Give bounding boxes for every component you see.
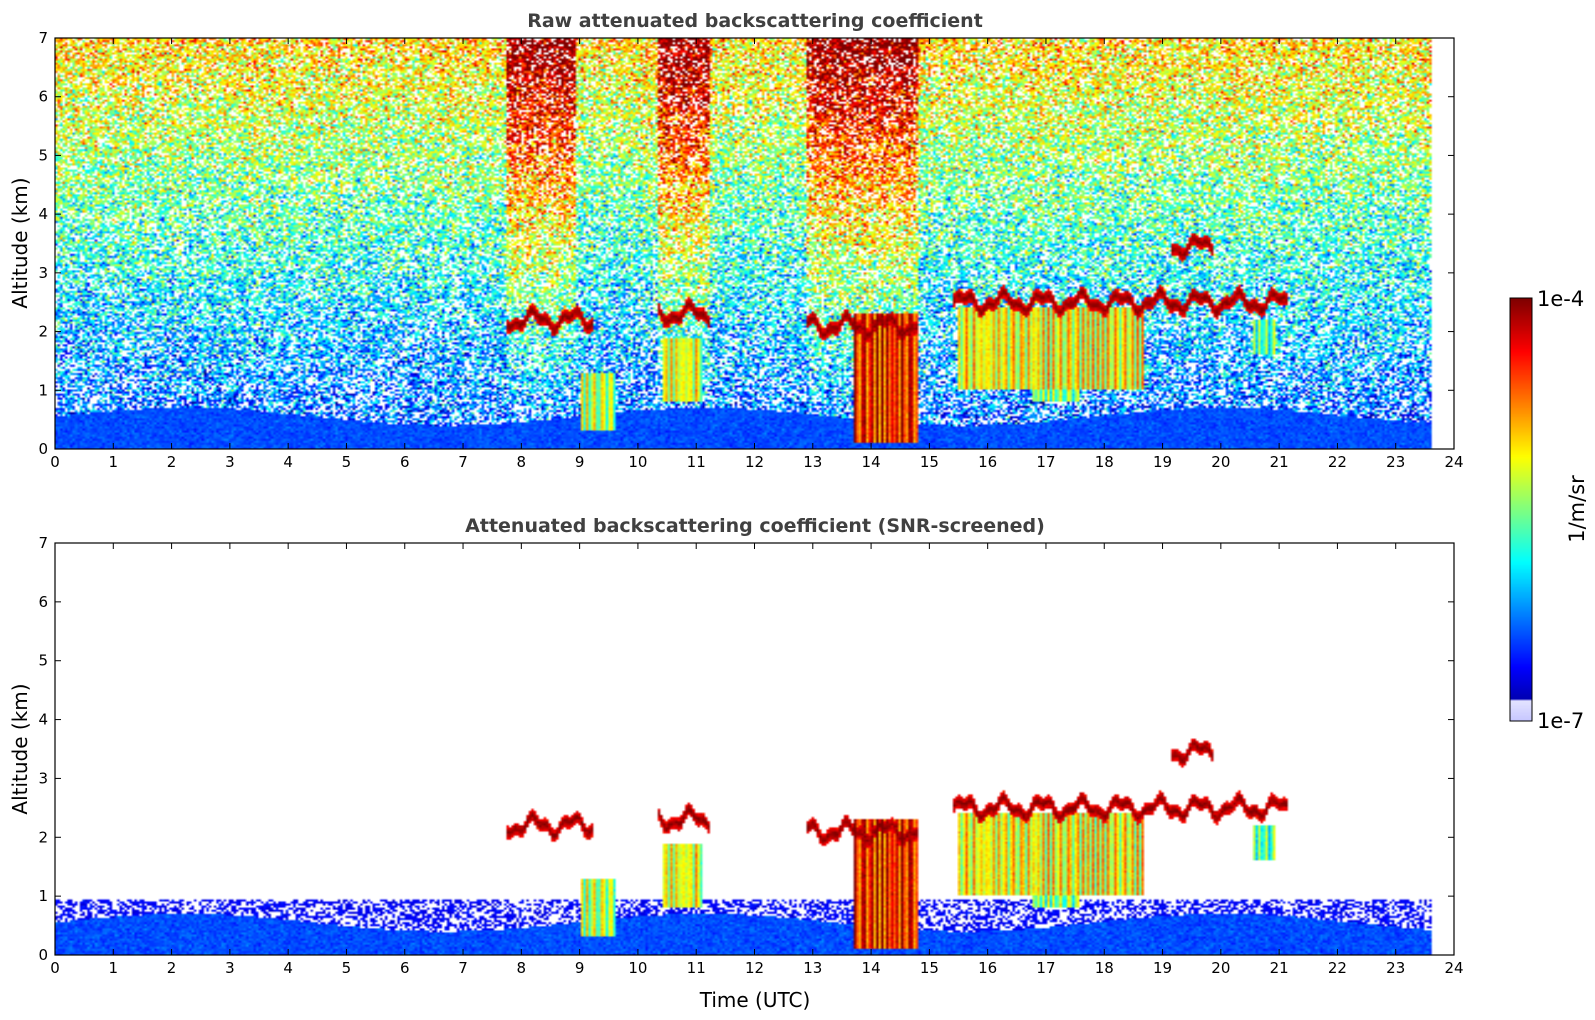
x-tick-label: 6 <box>400 959 410 977</box>
x-tick-label: 20 <box>1211 453 1230 471</box>
y-tick-label: 6 <box>38 88 48 106</box>
x-tick-label: 4 <box>283 453 293 471</box>
x-tick-label: 13 <box>803 959 822 977</box>
x-tick-label: 7 <box>458 959 468 977</box>
x-tick-label: 2 <box>167 453 177 471</box>
x-tick-label: 21 <box>1270 453 1289 471</box>
x-tick-label: 11 <box>687 453 706 471</box>
x-tick-label: 9 <box>575 453 585 471</box>
x-tick-label: 5 <box>342 453 352 471</box>
x-tick-label: 17 <box>1036 453 1055 471</box>
x-tick-label: 23 <box>1386 959 1405 977</box>
x-tick-label: 22 <box>1328 453 1347 471</box>
colorbar-min-label: 1e-7 <box>1537 709 1584 733</box>
y-tick-label: 1 <box>38 381 48 399</box>
x-tick-label: 20 <box>1211 959 1230 977</box>
chart-title: Attenuated backscattering coefficient (S… <box>465 515 1045 537</box>
x-tick-label: 8 <box>517 453 527 471</box>
colorbar: 1e-4 1e-7 1/m/sr <box>1509 287 1589 733</box>
y-tick-label: 1 <box>38 887 48 905</box>
colorbar-gradient <box>1510 298 1532 721</box>
y-tick-label: 5 <box>38 652 48 670</box>
y-tick-label: 3 <box>38 769 48 787</box>
x-tick-label: 18 <box>1095 959 1114 977</box>
x-tick-label: 15 <box>920 453 939 471</box>
x-tick-label: 3 <box>225 959 235 977</box>
colorbar-max-label: 1e-4 <box>1537 287 1584 311</box>
x-tick-label: 10 <box>628 453 647 471</box>
x-tick-label: 1 <box>109 959 119 977</box>
y-tick-label: 0 <box>38 946 48 964</box>
x-tick-label: 8 <box>517 959 527 977</box>
x-tick-label: 16 <box>978 453 997 471</box>
x-tick-label: 18 <box>1095 453 1114 471</box>
x-tick-label: 23 <box>1386 453 1405 471</box>
x-tick-label: 0 <box>50 959 60 977</box>
x-tick-label: 21 <box>1270 959 1289 977</box>
y-tick-label: 4 <box>38 711 48 729</box>
x-tick-label: 0 <box>50 453 60 471</box>
x-tick-label: 19 <box>1153 959 1172 977</box>
x-tick-label: 6 <box>400 453 410 471</box>
x-tick-label: 22 <box>1328 959 1347 977</box>
x-tick-label: 14 <box>862 453 881 471</box>
x-tick-label: 14 <box>862 959 881 977</box>
x-tick-label: 13 <box>803 453 822 471</box>
x-axis-label: Time (UTC) <box>699 988 811 1012</box>
x-tick-label: 3 <box>225 453 235 471</box>
chart-title: Raw attenuated backscattering coefficien… <box>527 10 983 32</box>
y-tick-label: 5 <box>38 146 48 164</box>
y-tick-label: 6 <box>38 593 48 611</box>
y-tick-label: 7 <box>38 534 48 552</box>
chart-bottom: Attenuated backscattering coefficient (S… <box>8 515 1464 1012</box>
colorbar-unit-label: 1/m/sr <box>1565 475 1589 543</box>
x-axis: 0 1 2 3 4 5 6 7 8 9 10 11 12 13 14 15 16 17 18 19 20 21 22 23 24 <box>50 543 1464 977</box>
x-tick-label: 17 <box>1036 959 1055 977</box>
x-tick-label: 1 <box>109 453 119 471</box>
x-tick-label: 19 <box>1153 453 1172 471</box>
x-tick-label: 2 <box>167 959 177 977</box>
x-tick-label: 12 <box>745 959 764 977</box>
x-tick-label: 9 <box>575 959 585 977</box>
y-tick-label: 0 <box>38 440 48 458</box>
x-tick-label: 10 <box>628 959 647 977</box>
x-tick-label: 12 <box>745 453 764 471</box>
x-tick-label: 11 <box>687 959 706 977</box>
y-axis-label: Altitude (km) <box>8 177 32 308</box>
x-tick-label: 24 <box>1444 959 1463 977</box>
y-tick-label: 2 <box>38 828 48 846</box>
y-tick-label: 2 <box>38 323 48 341</box>
y-tick-label: 4 <box>38 205 48 223</box>
x-tick-label: 24 <box>1444 453 1463 471</box>
x-tick-label: 4 <box>283 959 293 977</box>
x-tick-label: 5 <box>342 959 352 977</box>
y-tick-label: 3 <box>38 264 48 282</box>
y-axis: 0 1 2 3 4 5 6 7 <box>38 29 1454 458</box>
x-tick-label: 15 <box>920 959 939 977</box>
y-axis: 0 1 2 3 4 5 6 7 <box>38 534 1454 964</box>
chart-top: Raw attenuated backscattering coefficien… <box>8 10 1464 471</box>
x-axis: 0 1 2 3 4 5 6 7 8 9 10 11 12 13 14 15 16 17 18 19 20 21 22 23 24 <box>50 38 1464 471</box>
y-tick-label: 7 <box>38 29 48 47</box>
x-tick-label: 16 <box>978 959 997 977</box>
backscatter-heatmap-raw <box>55 38 1444 449</box>
y-axis-label: Altitude (km) <box>8 683 32 814</box>
backscatter-heatmap-screened <box>55 543 1444 955</box>
x-tick-label: 7 <box>458 453 468 471</box>
colorbar-frame <box>1509 297 1533 722</box>
